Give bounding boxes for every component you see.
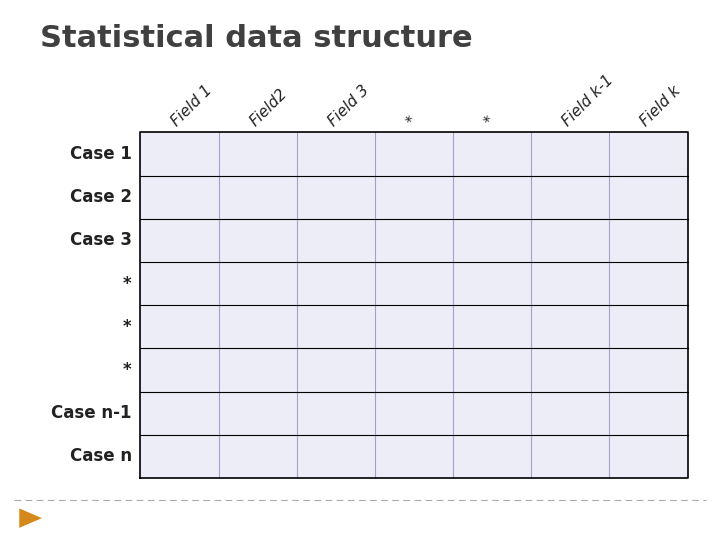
Polygon shape (19, 509, 42, 528)
Text: Case 3: Case 3 (70, 231, 132, 249)
Text: *: * (123, 274, 132, 293)
Text: *: * (403, 113, 419, 130)
Text: Case 2: Case 2 (70, 188, 132, 206)
Text: Case n-1: Case n-1 (51, 404, 132, 422)
Text: Case n: Case n (70, 447, 132, 465)
Text: Field2: Field2 (247, 86, 290, 130)
Text: Field k: Field k (638, 84, 684, 130)
Text: Case 1: Case 1 (70, 145, 132, 163)
Text: Statistical data structure: Statistical data structure (40, 24, 472, 53)
Text: *: * (123, 361, 132, 379)
Text: Field k-1: Field k-1 (559, 73, 616, 130)
Text: Field 1: Field 1 (169, 83, 215, 130)
Text: *: * (482, 113, 498, 130)
Text: Field 3: Field 3 (325, 83, 372, 130)
Text: *: * (123, 318, 132, 336)
